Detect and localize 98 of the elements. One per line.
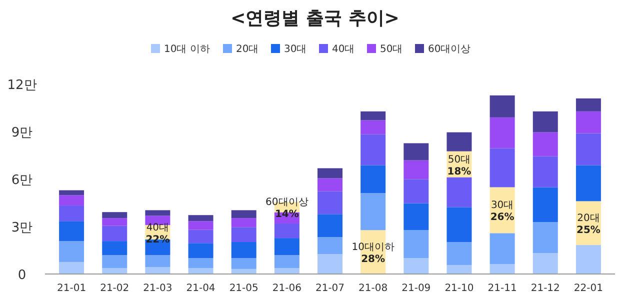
x-tick-label: 21-11	[488, 283, 517, 294]
y-tick-label: 6만	[11, 173, 33, 188]
bar	[145, 267, 170, 274]
bar	[102, 268, 128, 274]
bar	[231, 227, 256, 242]
bar	[59, 241, 84, 262]
bar	[102, 255, 128, 268]
annotation: 50대 18%	[447, 154, 472, 178]
x-tick-label: 21-03	[143, 283, 172, 294]
bar	[404, 230, 429, 258]
chart-title: <연령별 출국 추이>	[230, 8, 400, 29]
legend-label: 50대	[380, 44, 403, 55]
bar	[188, 258, 214, 268]
bar	[404, 203, 429, 230]
x-tick-label: 21-04	[186, 283, 216, 294]
bar	[231, 218, 256, 228]
bar	[360, 120, 386, 134]
x-tick-label: 21-10	[444, 283, 474, 294]
bar	[145, 210, 170, 216]
bar	[576, 111, 601, 134]
bar	[59, 262, 84, 274]
bar	[360, 193, 386, 230]
bar	[318, 168, 342, 178]
bar	[532, 253, 558, 274]
bar	[188, 221, 214, 230]
bar	[404, 143, 429, 160]
bar	[318, 237, 342, 254]
annotation: 60대이상 14%	[266, 197, 308, 220]
legend-label: 40대	[332, 44, 355, 55]
bar	[145, 255, 170, 268]
bar	[102, 218, 128, 226]
legend-label: 10대 이하	[164, 44, 210, 55]
x-tick-label: 21-01	[57, 283, 86, 294]
legend-label: 60대이상	[428, 44, 471, 55]
bar	[360, 165, 386, 194]
bar	[446, 132, 472, 152]
bar	[446, 207, 472, 242]
x-tick-label: 21-02	[100, 283, 130, 294]
y-tick-label: 12만	[7, 78, 37, 93]
bar	[576, 165, 601, 202]
bar	[404, 258, 429, 274]
bar	[360, 134, 386, 166]
bar	[490, 233, 515, 264]
bar	[274, 255, 300, 268]
bar	[102, 241, 128, 255]
bar	[59, 195, 84, 206]
y-tick-label: 3만	[11, 220, 33, 236]
x-tick-label: 21-12	[530, 283, 560, 294]
legend-label: 30대	[284, 44, 307, 55]
legend-label: 20대	[236, 44, 259, 55]
bar	[576, 245, 601, 274]
x-tick-label: 22-01	[574, 283, 603, 294]
bar	[446, 242, 472, 265]
annotation: 30대 26%	[490, 200, 514, 224]
bar	[318, 214, 342, 238]
annotation: 20대 25%	[576, 213, 600, 236]
bar	[318, 178, 342, 192]
bar	[231, 242, 256, 258]
y-tick-label: 0	[18, 268, 26, 283]
bar	[59, 221, 84, 242]
x-tick-label: 21-08	[358, 283, 388, 294]
bar	[360, 111, 386, 120]
x-tick-label: 21-06	[272, 283, 302, 294]
bar	[490, 264, 515, 274]
bar	[59, 190, 84, 196]
bar	[446, 264, 472, 274]
bar	[318, 254, 342, 274]
bar	[404, 160, 429, 180]
bar	[532, 111, 558, 132]
x-tick-label: 21-09	[402, 283, 431, 294]
bar	[576, 133, 601, 166]
bar	[231, 210, 256, 218]
bar	[188, 243, 214, 258]
bar	[274, 238, 300, 255]
bar	[532, 132, 558, 156]
bar	[446, 177, 472, 208]
x-tick-label: 21-07	[315, 283, 345, 294]
y-tick-label: 9만	[11, 126, 33, 140]
bar	[188, 215, 214, 222]
bar	[102, 212, 128, 218]
bar	[490, 95, 515, 118]
bar	[274, 223, 300, 238]
x-tick-label: 21-05	[229, 283, 258, 294]
bar	[318, 191, 342, 214]
bar	[490, 148, 515, 188]
bar	[188, 230, 214, 244]
bar	[102, 226, 128, 242]
bar	[404, 179, 429, 204]
bar	[532, 156, 558, 188]
bar	[490, 117, 515, 148]
bar	[231, 258, 256, 269]
bar	[188, 268, 214, 274]
bar	[274, 268, 300, 274]
bar	[576, 98, 601, 112]
bar	[59, 205, 84, 222]
bar	[532, 222, 558, 254]
annotation: 10대이하 28%	[352, 242, 394, 266]
bar	[532, 187, 558, 222]
